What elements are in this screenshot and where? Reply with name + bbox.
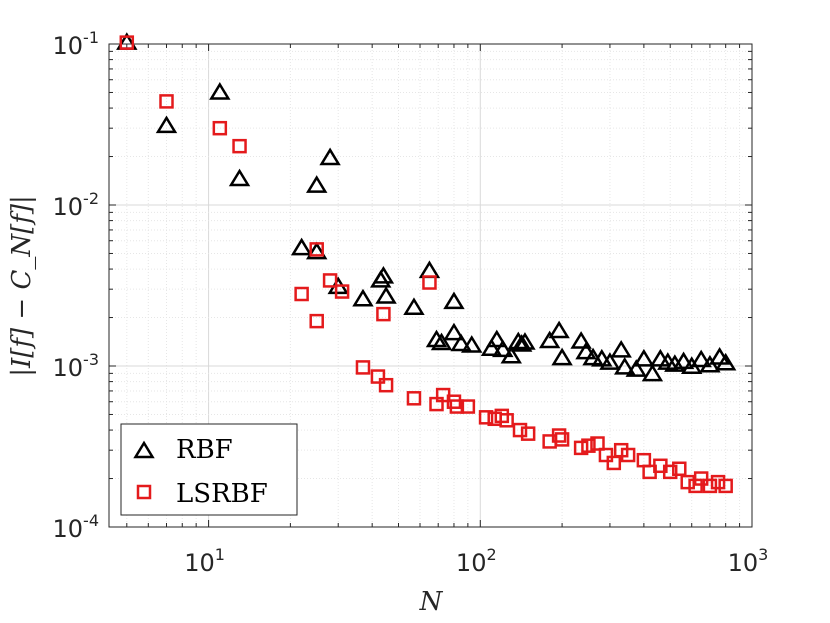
lsrbf-point: [499, 413, 514, 428]
lsrbf-point: [710, 474, 726, 490]
y-tick-label: 10-1: [53, 28, 100, 60]
lsrbf-point: [581, 438, 596, 453]
ticks-layer: 101 102 103 10-4 10-3 10-2 10-1: [53, 28, 769, 577]
lsrbf-point: [512, 422, 528, 438]
lsrbf-point: [309, 242, 324, 257]
rbf-point: [425, 329, 448, 348]
lsrbf-point: [322, 273, 338, 288]
plot-frame: [108, 43, 753, 528]
rbf-point: [228, 168, 251, 187]
lsrbf-point: [309, 313, 324, 329]
rbf-point: [352, 288, 374, 307]
rbf-point: [599, 352, 621, 370]
rbf-point: [486, 329, 508, 348]
rbf-point: [305, 241, 328, 260]
lsrbf-point: [554, 432, 570, 447]
lsrbf-point: [212, 120, 228, 136]
lsrbf-point: [620, 447, 636, 463]
lsrbf-point: [355, 360, 371, 375]
lsrbf-point: [460, 399, 476, 414]
lsrbf-point: [520, 426, 536, 441]
rbf-point: [492, 339, 514, 358]
lsrbf-point: [406, 391, 422, 406]
rbf-point: [319, 147, 341, 166]
lsrbf-point: [422, 275, 437, 290]
lsrbf-point: [680, 474, 695, 490]
rbf-point: [305, 175, 328, 193]
lsrbf-point: [478, 410, 494, 425]
legend-lsrbf-marker: [136, 484, 152, 500]
rbf-point: [450, 333, 472, 352]
rbf-point: [548, 320, 570, 339]
y-tick-label: 10-4: [53, 511, 100, 543]
rbf-point: [551, 347, 573, 366]
lsrbf-point: [159, 94, 174, 109]
lsrbf-point: [334, 284, 350, 299]
lsrbf-point: [378, 377, 394, 393]
y-tick-label: 10-2: [53, 189, 100, 221]
rbf-point: [610, 339, 632, 358]
rbf-point: [625, 359, 647, 377]
rbf-point: [714, 352, 737, 371]
rbf-point: [375, 286, 397, 304]
rbf-point: [514, 332, 536, 350]
lsrbf-point: [590, 436, 605, 451]
rbf-point: [672, 351, 695, 370]
legend-rbf-marker: [133, 440, 155, 459]
lsrbf-point: [573, 440, 589, 456]
lsrbf-point: [702, 478, 718, 494]
rbf-point: [480, 338, 503, 356]
x-tick-label: 102: [456, 545, 497, 577]
legend-lsrbf-label: LSRBF: [176, 479, 268, 509]
rbf-point: [443, 291, 465, 310]
y-tick-label: 10-3: [53, 350, 100, 382]
rbf-point: [372, 266, 395, 284]
rbf-point: [613, 357, 636, 375]
lsrbf-point: [693, 471, 709, 486]
rbf-point: [500, 345, 522, 364]
lsrbf-point: [718, 478, 733, 494]
legend: RBF LSRBF: [120, 423, 298, 516]
rbf-point: [641, 363, 664, 382]
rbf-point: [575, 341, 597, 360]
y-axis-label: |I[f] − C_N[f]|: [7, 195, 37, 377]
rbf-point: [461, 335, 483, 353]
rbf-point: [633, 348, 655, 367]
rbf-point: [690, 349, 712, 368]
legend-rbf-label: RBF: [176, 435, 233, 465]
marks-layer: [116, 32, 737, 494]
rbf-point: [570, 331, 592, 349]
rbf-point: [591, 348, 613, 367]
lsrbf-point: [551, 428, 567, 443]
rbf-point: [510, 334, 533, 352]
x-tick-label: 103: [728, 545, 769, 577]
x-axis-label: N: [419, 587, 444, 617]
rbf-point: [538, 330, 561, 349]
lsrbf-point: [294, 286, 309, 302]
rbf-point: [430, 332, 453, 351]
lsrbf-point: [232, 138, 247, 154]
lsrbf-point: [606, 455, 622, 471]
rbf-point: [403, 297, 425, 316]
x-tick-label: 101: [184, 545, 225, 577]
legend-box: [120, 423, 298, 516]
lsrbf-point: [672, 461, 687, 477]
rbf-point: [443, 322, 465, 341]
lsrbf-point: [662, 464, 678, 480]
lsrbf-point: [376, 306, 391, 322]
rbf-point: [155, 115, 178, 134]
lsrbf-point: [598, 447, 614, 463]
rbf-point: [290, 237, 313, 256]
lsrbf-point: [370, 369, 386, 384]
rbf-point: [209, 82, 231, 100]
lsrbf-point: [119, 35, 135, 50]
